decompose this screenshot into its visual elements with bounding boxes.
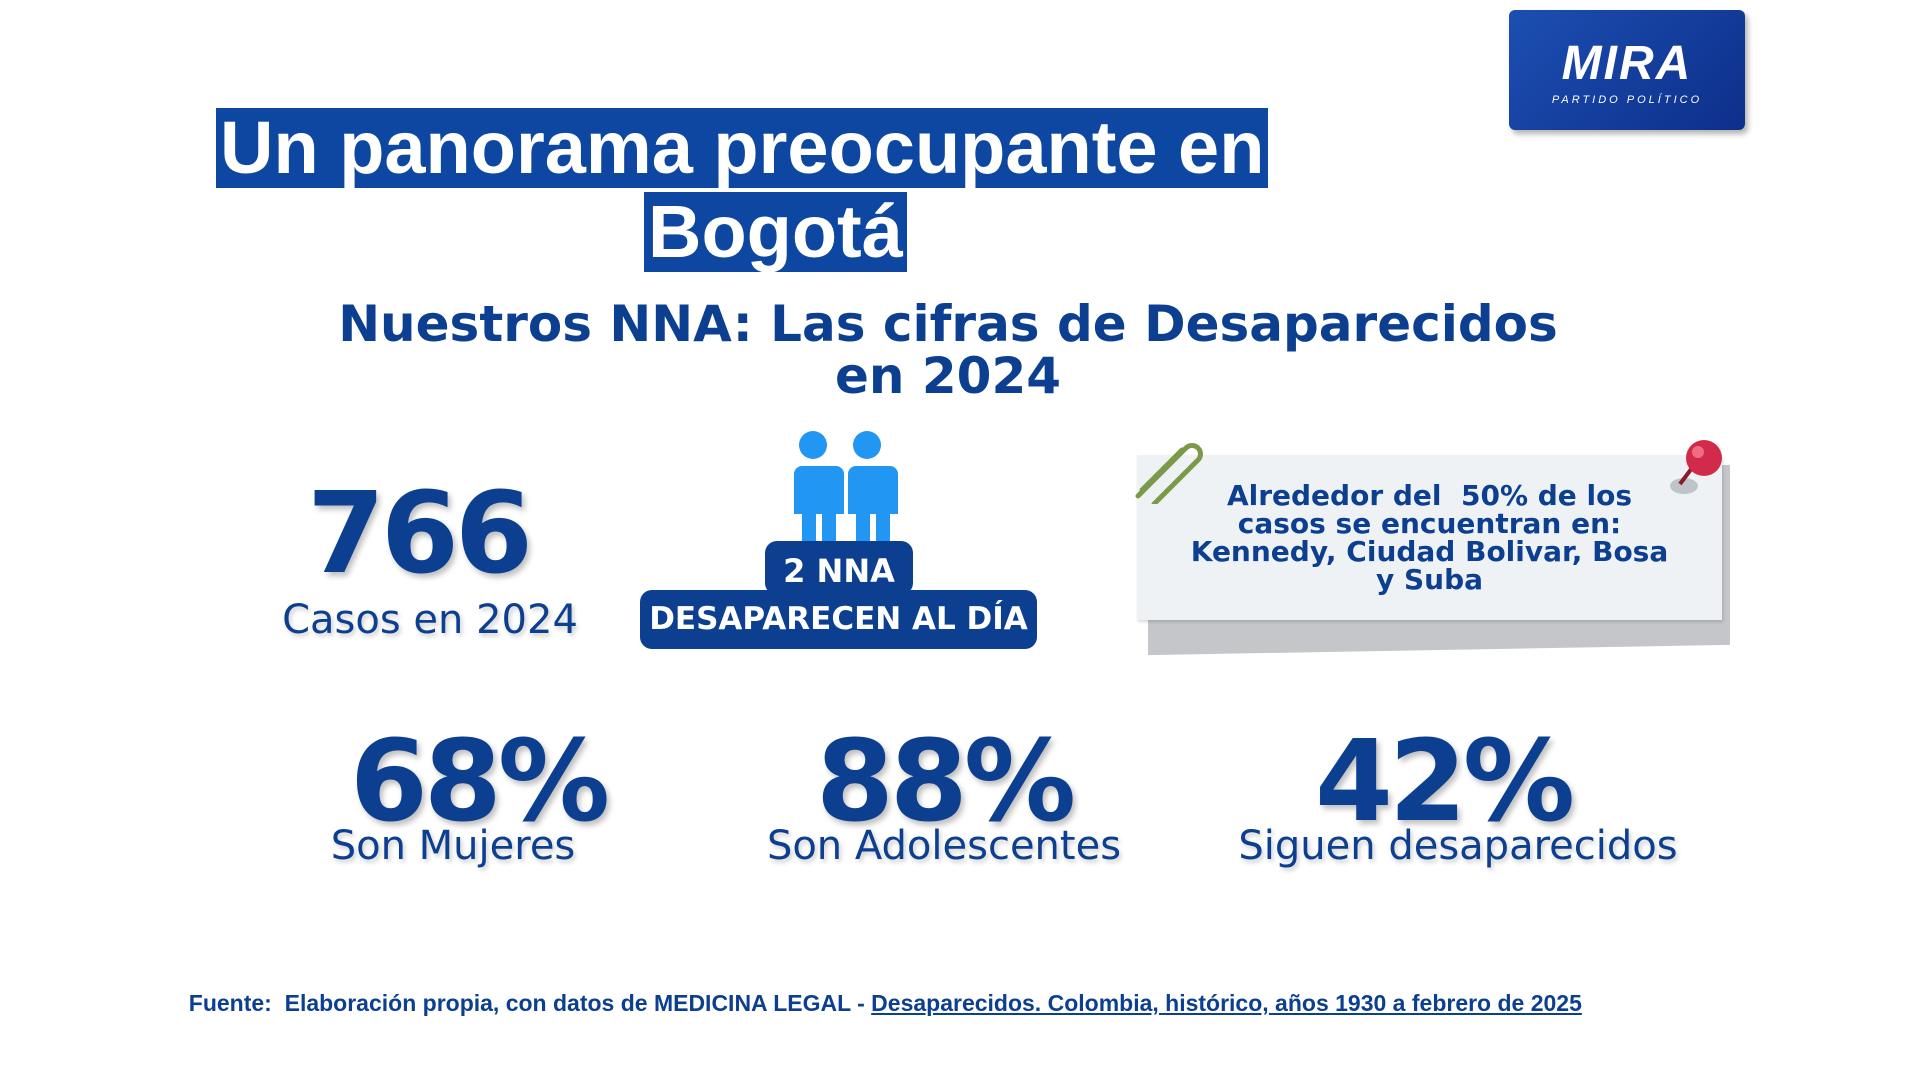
note-line: Alrededor del 50% de los [1226,479,1633,512]
logo-name: MIRA [1561,37,1693,90]
stat-label: Son Adolescentes [766,823,1122,869]
cases-number: 766 [307,469,533,599]
title-line: Un panorama preocupante en [216,108,1269,188]
stat-label: Siguen desaparecidos [1238,823,1678,869]
logo-box: MIRA PARTIDO POLÍTICO [1509,10,1745,130]
stat-number: 42% [1314,717,1575,847]
source: Fuente: Elaboración propia, con datos de… [176,963,1582,1017]
source-link[interactable]: Desaparecidos. Colombia, histórico, años… [871,990,1582,1016]
logo-tagline: PARTIDO POLÍTICO [1551,94,1703,106]
stat-label: Son Mujeres [330,823,576,869]
people-icon [790,431,898,548]
stat-number: 68% [349,717,610,847]
stat-number: 88% [815,717,1076,847]
daily-count: 2 NNA [765,541,913,595]
subtitle-line: Nuestros NNA: Las cifras de Desaparecido… [338,295,1558,353]
source-prefix: Fuente: Elaboración propia, con datos de… [188,990,872,1016]
note-line: Kennedy, Ciudad Bolivar, Bosa [1190,535,1669,568]
title-line: Bogotá [644,192,907,272]
note-line: y Suba [1375,563,1484,596]
subtitle-line: en 2024 [834,347,1062,405]
cases-label: Casos en 2024 [282,597,578,643]
pushpin [1670,440,1722,494]
daily-label: DESAPARECEN AL DÍA [640,590,1037,649]
note-line: casos se encuentran en: [1237,507,1622,540]
paperclip [1135,443,1203,504]
note-card [1137,455,1722,620]
